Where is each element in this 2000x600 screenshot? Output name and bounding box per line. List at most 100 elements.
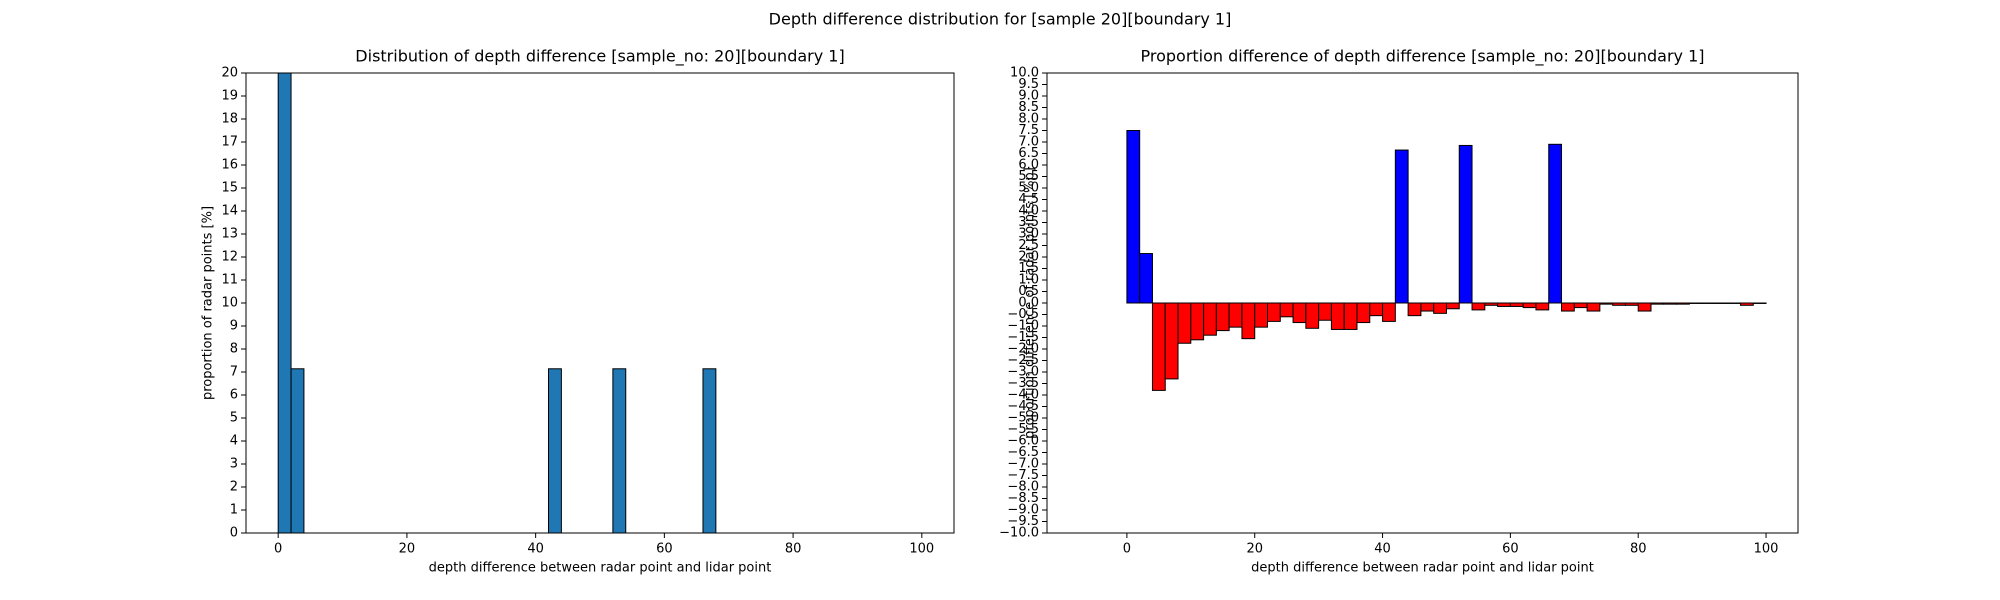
y-tick-label: 17: [221, 135, 238, 150]
bar: [1509, 302, 1524, 307]
bar: [1356, 302, 1371, 324]
y-tick-label: 19: [221, 89, 238, 104]
y-tick-label: −8.0: [1007, 480, 1039, 495]
y-tick-label: −4.5: [1007, 399, 1039, 414]
y-tick-label: 12: [221, 250, 238, 265]
y-axis-label: proportion of radar points [%]: [201, 206, 216, 400]
y-tick-label: 3.5: [1018, 215, 1039, 230]
y-tick-label: −5.0: [1007, 411, 1039, 426]
bar: [1228, 302, 1243, 328]
bar: [1254, 302, 1269, 328]
y-tick-label: 9: [230, 319, 238, 334]
x-tick-label: 20: [1246, 542, 1263, 557]
bar: [1203, 302, 1217, 336]
y-tick-label: −2.5: [1007, 353, 1039, 368]
bar: [1663, 302, 1678, 305]
bar: [1190, 302, 1205, 341]
bar: [1535, 302, 1550, 311]
y-tick-label: −0.5: [1007, 307, 1039, 322]
x-tick-label: 40: [1374, 542, 1391, 557]
y-tick-label: 8: [230, 342, 238, 357]
plot-area: [1126, 130, 1767, 391]
y-tick-label: 7.5: [1018, 123, 1039, 138]
bar: [1126, 130, 1141, 304]
bar: [1433, 302, 1447, 314]
bar: [1612, 302, 1626, 306]
bar: [1151, 302, 1166, 391]
y-tick-label: −9.0: [1007, 503, 1039, 518]
bar: [1407, 302, 1422, 317]
bar: [1330, 302, 1345, 330]
bar: [1382, 302, 1396, 322]
y-tick-label: 7: [230, 365, 238, 380]
bar: [1676, 302, 1690, 305]
y-tick-label: 5.0: [1018, 181, 1039, 196]
y-tick-label: 6: [230, 388, 238, 403]
y-tick-label: −3.0: [1007, 365, 1039, 380]
bar: [1599, 302, 1614, 305]
y-tick-label: 1.0: [1018, 273, 1039, 288]
bar: [1394, 149, 1409, 304]
bar: [1343, 302, 1358, 330]
y-tick-label: −8.5: [1007, 491, 1039, 506]
bar: [1177, 302, 1192, 344]
x-axis-label: depth difference between radar point and…: [429, 561, 772, 576]
y-tick-label: 1: [230, 503, 238, 518]
y-tick-label: 2.0: [1018, 250, 1039, 265]
y-tick-label: 2.5: [1018, 238, 1039, 253]
y-tick-label: 14: [221, 204, 238, 219]
y-tick-label: 0: [230, 526, 238, 541]
bar: [1139, 253, 1153, 304]
bar: [1650, 302, 1665, 305]
bar: [1561, 302, 1575, 312]
bar: [1637, 302, 1652, 312]
y-tick-label: −4.0: [1007, 388, 1039, 403]
bar: [1305, 302, 1320, 329]
plot-area: [277, 73, 717, 533]
bar: [1497, 302, 1511, 307]
y-tick-label: 0.0: [1018, 296, 1039, 311]
y-tick-label: −3.5: [1007, 376, 1039, 391]
y-tick-label: −1.5: [1007, 330, 1039, 345]
bar: [1369, 302, 1384, 317]
x-tick-label: 40: [527, 542, 544, 557]
y-tick-label: 9.5: [1018, 77, 1039, 92]
bar: [1458, 144, 1473, 304]
bar: [1445, 302, 1460, 310]
x-axis-label: depth difference between radar point and…: [1251, 561, 1594, 576]
y-tick-label: 7.0: [1018, 135, 1039, 150]
bar: [1164, 302, 1179, 380]
bar: [1279, 302, 1294, 318]
x-tick-label: 60: [656, 542, 673, 557]
figure-title: Depth difference distribution for [sampl…: [769, 10, 1232, 29]
x-tick-label: 0: [1123, 542, 1131, 557]
bar: [1586, 302, 1601, 312]
y-tick-label: 8.0: [1018, 112, 1039, 127]
bar: [1624, 302, 1639, 306]
y-tick-label: 3.0: [1018, 227, 1039, 242]
y-tick-label: 0.5: [1018, 284, 1039, 299]
subplot-title: Distribution of depth difference [sample…: [355, 47, 844, 67]
bar: [612, 368, 627, 533]
y-tick-label: −7.5: [1007, 468, 1039, 483]
x-tick-label: 60: [1502, 542, 1519, 557]
bar: [1522, 302, 1537, 309]
y-tick-label: 11: [221, 273, 238, 288]
y-tick-label: −6.0: [1007, 434, 1039, 449]
y-tick-label: 3: [230, 457, 238, 472]
y-tick-label: 20: [221, 66, 238, 81]
bar: [1420, 302, 1435, 312]
bar: [1292, 302, 1307, 324]
y-tick-label: 10: [221, 296, 238, 311]
y-tick-label: −1.0: [1007, 319, 1039, 334]
bar: [1471, 302, 1486, 311]
y-tick-label: 6.5: [1018, 146, 1039, 161]
y-tick-label: −6.5: [1007, 445, 1039, 460]
bar: [1215, 302, 1230, 332]
y-tick-label: 16: [221, 158, 238, 173]
y-tick-label: 8.5: [1018, 100, 1039, 115]
y-tick-label: −10.0: [999, 526, 1039, 541]
y-tick-label: −5.5: [1007, 422, 1039, 437]
